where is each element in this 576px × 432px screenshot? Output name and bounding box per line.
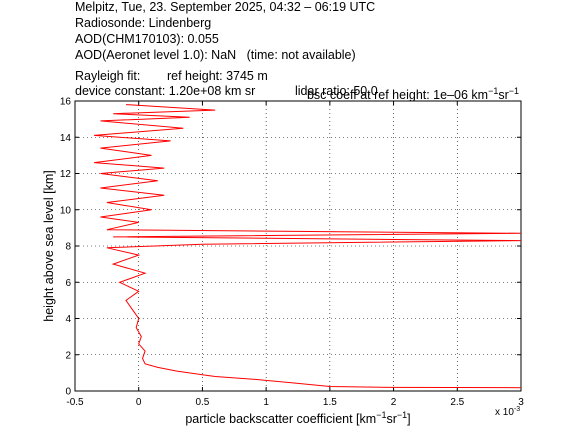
x-tick-label: 2 bbox=[391, 397, 397, 408]
y-tick-label: 14 bbox=[60, 133, 72, 144]
x-exponent-label: x 10-3 bbox=[495, 406, 520, 418]
x-tick-label: 0.5 bbox=[195, 397, 209, 408]
y-tick-label: 12 bbox=[60, 169, 72, 180]
bsc-coeff-value: bsc coeff at ref height: 1e–06 km−1sr−1 bbox=[306, 86, 520, 103]
aod-chm-line: AOD(CHM170103): 0.055 bbox=[75, 32, 219, 46]
radiosonde-line: Radiosonde: Lindenberg bbox=[75, 16, 212, 30]
device-constant-value: device constant: 1.20e+08 km sr bbox=[75, 84, 256, 98]
bsc-coeff-text: bsc coeff at ref height: 1e–06 km bbox=[306, 88, 489, 103]
x-axis-label: particle backscatter coefficient [km−1sr… bbox=[185, 410, 410, 426]
aod-aeronet-line: AOD(Aeronet level 1.0): NaN (time: not a… bbox=[75, 48, 356, 62]
y-tick-label: 10 bbox=[60, 205, 72, 216]
series-line-backscatter bbox=[94, 104, 522, 389]
x-tick-label: 3 bbox=[518, 397, 524, 408]
y-axis-label: height above sea level [km] bbox=[42, 170, 56, 321]
y-tick-label: 8 bbox=[65, 242, 71, 253]
y-tick-label: 0 bbox=[65, 387, 71, 398]
title-location-time: Melpitz, Tue, 23. September 2025, 04:32 … bbox=[75, 0, 376, 14]
rayleigh-fit-label: Rayleigh fit: bbox=[75, 69, 141, 83]
x-tick-label: 2.5 bbox=[450, 397, 464, 408]
ref-height-value: ref height: 3745 m bbox=[167, 69, 268, 83]
lidar-ratio-value: lidar ratio: 50.0 bbox=[295, 84, 378, 98]
grid-layer bbox=[75, 101, 521, 391]
x-tick-label: 0 bbox=[136, 397, 142, 408]
x-tick-label: 1.5 bbox=[323, 397, 337, 408]
x-tick-label: 1 bbox=[263, 397, 269, 408]
x-tick-label: -0.5 bbox=[66, 397, 84, 408]
y-tick-label: 6 bbox=[65, 278, 71, 289]
y-tick-label: 16 bbox=[60, 97, 72, 108]
y-tick-label: 4 bbox=[65, 314, 71, 325]
y-tick-label: 2 bbox=[65, 350, 71, 361]
